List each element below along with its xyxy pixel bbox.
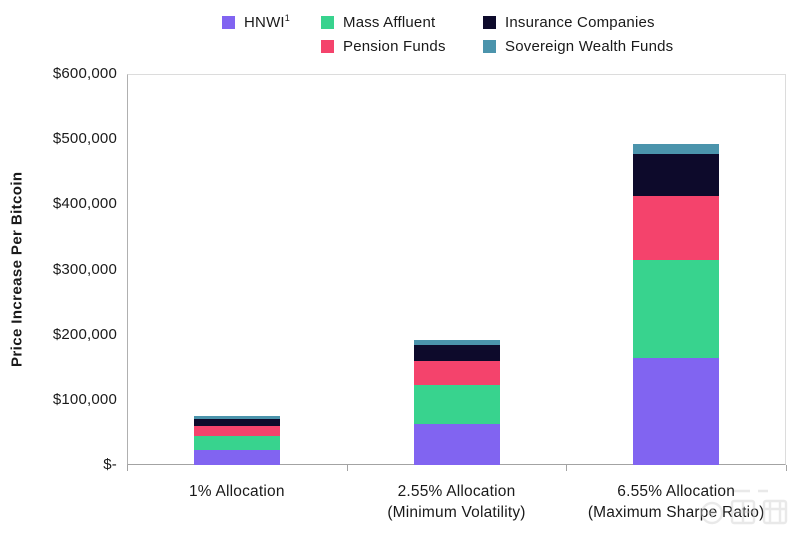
y-tick-label: $400,000 xyxy=(52,195,117,213)
bar-segment-sovereign-wealth-funds xyxy=(413,339,500,345)
legend-column: HNWI1 xyxy=(222,13,321,56)
legend-item-pension-funds: Pension Funds xyxy=(321,37,483,56)
bar-segment-insurance-companies xyxy=(413,344,500,361)
legend: HNWI1 Mass Affluent Pension Funds Insurance… xyxy=(222,13,673,56)
y-tick-label: $500,000 xyxy=(52,130,117,148)
x-category-label-line: 6.55% Allocation xyxy=(617,483,736,500)
x-category-label-line: (Maximum Sharpe Ratio) xyxy=(587,504,765,521)
stacked-bar-2-55-allocation-minimum-volatility- xyxy=(413,74,500,465)
legend-item-sovereign-wealth-funds: Sovereign Wealth Funds xyxy=(483,37,673,56)
bar-segment-mass-affluent xyxy=(193,436,280,451)
x-category-label-line: (Minimum Volatility) xyxy=(387,504,526,521)
x-category-label-line: 2.55% Allocation xyxy=(397,483,516,500)
bar-segment-sovereign-wealth-funds xyxy=(193,415,280,419)
legend-label-mass-affluent: Mass Affluent xyxy=(343,14,436,31)
y-tick-label: $300,000 xyxy=(52,260,117,278)
bar-segment-mass-affluent xyxy=(413,384,500,425)
bar-segment-insurance-companies xyxy=(633,154,720,197)
y-tick-label: $200,000 xyxy=(52,325,117,343)
legend-item-insurance-companies: Insurance Companies xyxy=(483,13,673,32)
legend-label-hnwi: HNWI1 xyxy=(244,13,291,32)
x-axis-tick xyxy=(566,465,568,471)
x-axis-tick xyxy=(786,465,787,471)
bar-segment-pension-funds xyxy=(193,425,280,437)
bar-segment-mass-affluent xyxy=(633,260,720,359)
legend-swatch-pension-funds xyxy=(321,40,334,53)
legend-swatch-sovereign-wealth-funds xyxy=(483,40,496,53)
legend-label-insurance-companies: Insurance Companies xyxy=(505,14,655,31)
legend-item-hnwi: HNWI1 xyxy=(222,13,321,32)
legend-swatch-hnwi xyxy=(222,16,235,29)
y-tick-label: $600,000 xyxy=(52,65,117,82)
bar-segment-hnwi xyxy=(193,450,280,465)
legend-label-pension-funds: Pension Funds xyxy=(343,38,446,55)
x-axis-tick xyxy=(127,465,128,471)
legend-column: Insurance Companies Sovereign Wealth Fund… xyxy=(483,13,673,56)
legend-label-sovereign-wealth-funds: Sovereign Wealth Funds xyxy=(505,38,674,55)
bar-segment-hnwi xyxy=(413,424,500,465)
x-category-label: 1% Allocation xyxy=(117,481,357,502)
legend-item-mass-affluent: Mass Affluent xyxy=(321,13,483,32)
legend-column: Mass Affluent Pension Funds xyxy=(321,13,483,56)
legend-swatch-insurance-companies xyxy=(483,16,496,29)
bar-segment-hnwi xyxy=(633,358,720,465)
x-category-label: 6.55% Allocation (Maximum Sharpe Ratio) xyxy=(556,481,796,523)
bar-segment-pension-funds xyxy=(633,196,720,261)
bar-segment-pension-funds xyxy=(413,360,500,385)
bar-segment-sovereign-wealth-funds xyxy=(633,144,720,155)
x-category-label-line: 1% Allocation xyxy=(188,483,285,500)
legend-swatch-mass-affluent xyxy=(321,16,334,29)
stacked-bar-6-55-allocation-maximum-sharpe-ratio- xyxy=(633,74,720,465)
watermark-logo xyxy=(700,489,788,525)
x-category-label: 2.55% Allocation (Minimum Volatility) xyxy=(337,481,577,523)
y-tick-label: $100,000 xyxy=(52,390,117,408)
bar-segment-insurance-companies xyxy=(193,418,280,426)
legend-footnote-mark: 1 xyxy=(284,13,291,23)
stacked-bar-1-allocation xyxy=(193,74,280,465)
x-axis-tick xyxy=(346,465,348,471)
y-tick-label: $- xyxy=(103,456,117,473)
